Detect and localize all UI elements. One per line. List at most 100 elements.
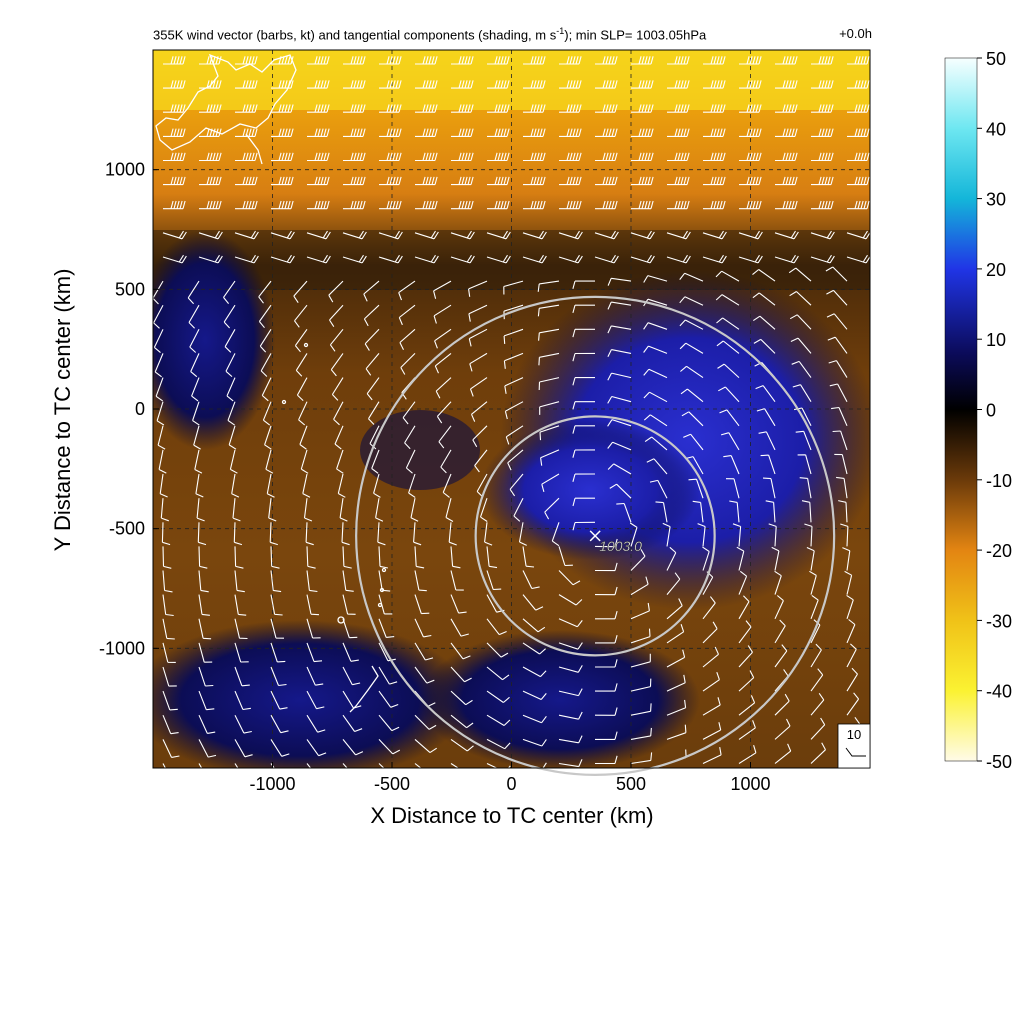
- wind-barb: [703, 80, 726, 89]
- wind-barb: [774, 743, 792, 764]
- wind-barb: [513, 497, 524, 522]
- wind-barb: [826, 289, 848, 306]
- wind-barb: [753, 338, 776, 354]
- y-tick-label: 500: [115, 279, 145, 299]
- wind-barb: [379, 128, 402, 137]
- wind-barb: [558, 254, 583, 264]
- wind-barb: [271, 152, 294, 162]
- wind-barb: [364, 328, 380, 351]
- wind-barb: [450, 230, 475, 240]
- wind-barb: [234, 714, 252, 734]
- wind-barb: [450, 690, 473, 706]
- wind-barb: [468, 304, 488, 322]
- wind-barb: [300, 449, 309, 474]
- wind-barb: [607, 277, 632, 286]
- colorbar-ticks: 50 40 30 20 10 0 -10 -20 -30 -40 -50: [977, 49, 1012, 772]
- wind-barb: [774, 570, 782, 595]
- wind-barb: [595, 731, 618, 740]
- wind-barb: [806, 546, 815, 571]
- wind-barb: [523, 152, 546, 162]
- wind-barb: [373, 473, 381, 498]
- wind-barb: [539, 425, 560, 441]
- wind-barb: [522, 666, 547, 678]
- wind-barb: [799, 477, 812, 499]
- wind-barb: [306, 570, 318, 593]
- wind-barb: [702, 596, 716, 620]
- wind-barb: [306, 594, 320, 616]
- wind-barb: [445, 498, 454, 522]
- wind-barb: [415, 104, 438, 113]
- wind-barb: [487, 176, 510, 186]
- wind-barb: [847, 56, 870, 65]
- wind-barb: [828, 360, 848, 378]
- wind-barb: [775, 200, 798, 210]
- wind-barb: [414, 230, 439, 240]
- wind-barb: [775, 104, 798, 113]
- wind-barb: [162, 739, 180, 758]
- wind-barb: [572, 497, 595, 507]
- wind-barb: [559, 104, 582, 113]
- wind-barb: [572, 304, 595, 314]
- wind-barb: [522, 570, 540, 590]
- wind-barb: [198, 642, 213, 663]
- wind-barb: [717, 363, 740, 379]
- wind-barb: [775, 152, 798, 162]
- wind-barb: [198, 690, 215, 711]
- wind-barb: [739, 128, 762, 137]
- wind-barb: [595, 80, 618, 89]
- wind-barb: [159, 473, 168, 498]
- wind-barb: [774, 595, 784, 620]
- wind-barb: [643, 391, 668, 403]
- wind-barb: [572, 352, 596, 362]
- wind-barb: [227, 401, 236, 426]
- wind-barb: [414, 594, 430, 615]
- wind-barb: [703, 128, 726, 137]
- wind-barb: [160, 498, 169, 522]
- wind-barb: [450, 738, 474, 752]
- wind-barb: [832, 430, 848, 451]
- wind-barb: [738, 570, 748, 595]
- wind-barb: [378, 714, 400, 732]
- wind-barb: [343, 200, 366, 210]
- wind-barb: [271, 104, 294, 113]
- wind-barb: [270, 666, 287, 687]
- wind-barb: [739, 56, 762, 65]
- wind-barb: [630, 752, 653, 765]
- wind-barb: [643, 322, 668, 330]
- wind-barb: [595, 683, 618, 692]
- wind-barb: [774, 644, 788, 668]
- wind-barb: [408, 473, 416, 498]
- wind-barb: [295, 353, 308, 377]
- wind-barb: [487, 56, 510, 65]
- wind-barb: [270, 230, 295, 240]
- wind-barb: [198, 546, 208, 569]
- wind-barb: [703, 176, 726, 186]
- wind-barb: [774, 254, 799, 264]
- wind-barb: [797, 454, 812, 475]
- wind-barb: [270, 546, 280, 569]
- wind-barb: [667, 152, 690, 162]
- wind-barb: [415, 56, 438, 65]
- wind-barb: [229, 449, 238, 474]
- wind-barb: [156, 401, 165, 426]
- wind-barb: [235, 56, 258, 65]
- wind-barb: [558, 594, 583, 606]
- wind-barb: [607, 301, 632, 310]
- wind-barb: [190, 353, 200, 378]
- wind-barb: [271, 176, 294, 186]
- wind-barb: [163, 56, 186, 65]
- wind-barb: [378, 666, 398, 685]
- wind-barb: [306, 254, 331, 264]
- wind-barb: [158, 449, 167, 474]
- wind-barb: [378, 690, 399, 708]
- wind-barb: [518, 522, 527, 546]
- wind-barb: [161, 522, 171, 546]
- x-tick-label: 500: [616, 774, 646, 794]
- min-slp-label: 1003.0: [599, 538, 642, 554]
- wind-barb: [486, 690, 510, 703]
- wind-barb: [538, 352, 560, 366]
- wind-barb: [680, 388, 704, 403]
- wind-barb: [558, 230, 583, 240]
- wind-barb: [378, 254, 403, 264]
- wind-barb: [296, 377, 308, 401]
